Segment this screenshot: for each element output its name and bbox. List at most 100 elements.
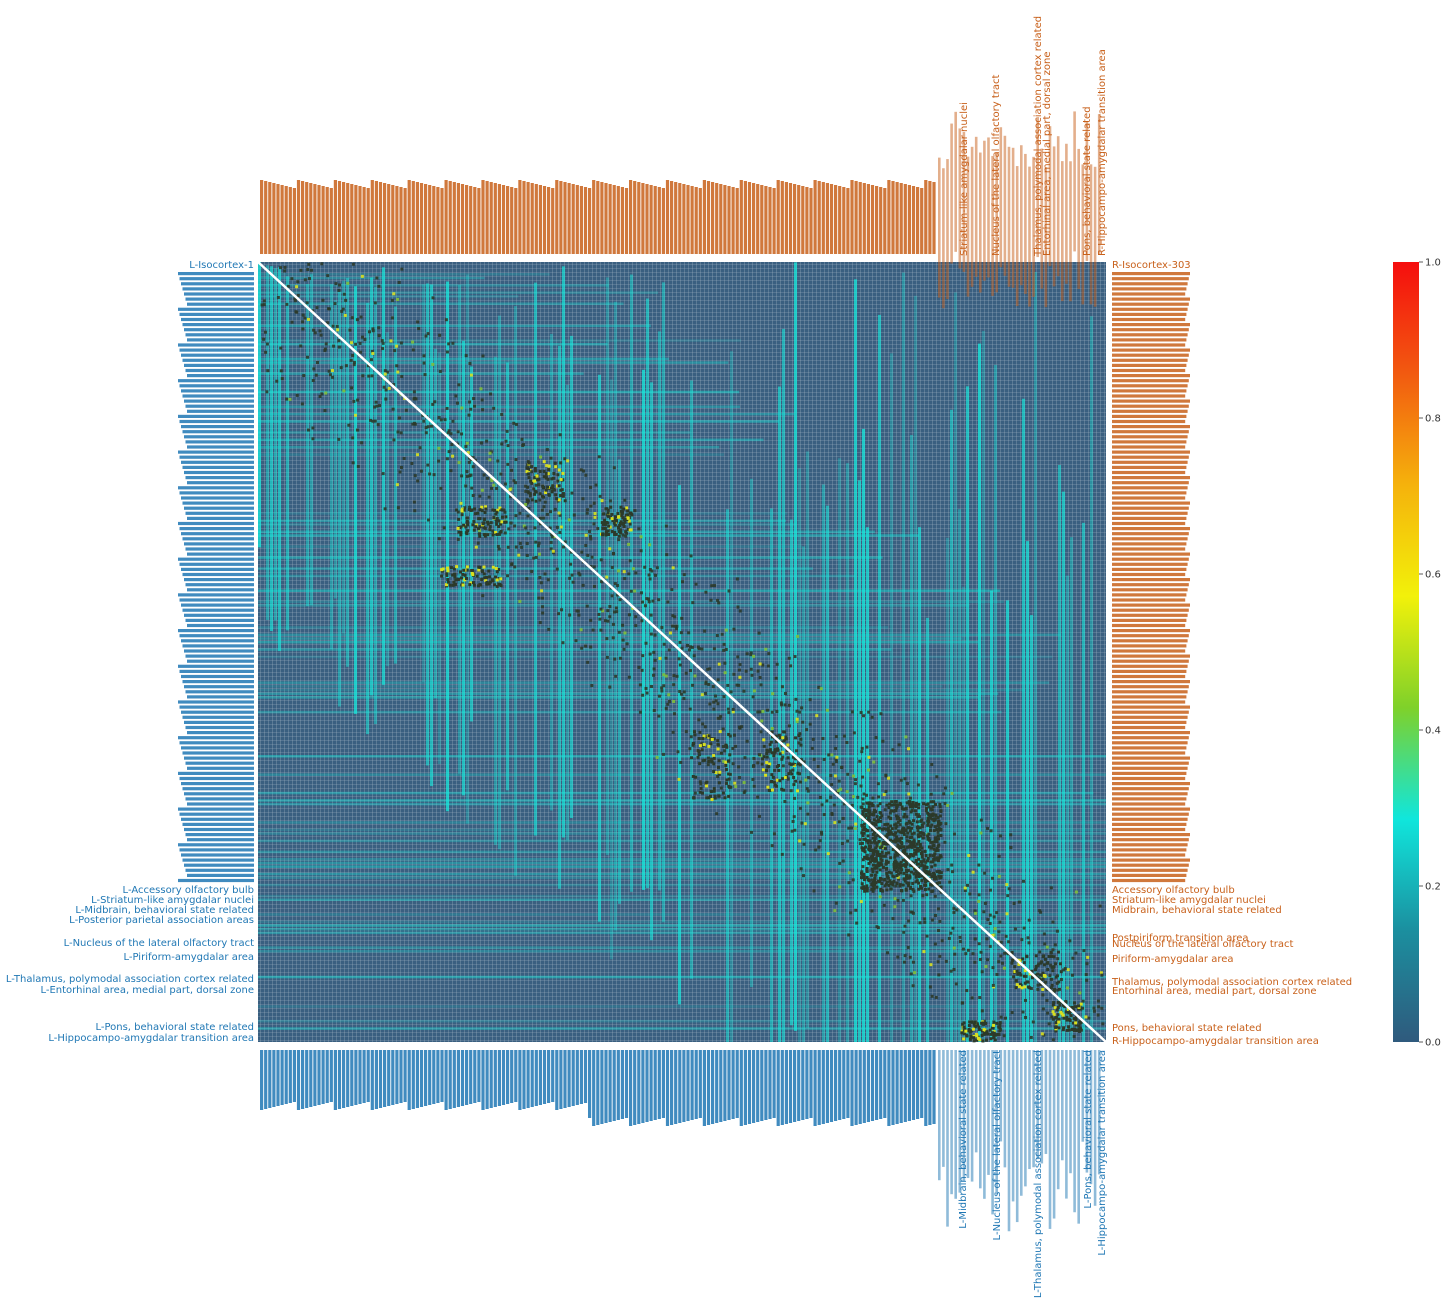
heatmap-cell xyxy=(569,562,573,566)
heatmap-cell xyxy=(482,525,486,529)
heatmap-cell xyxy=(878,802,882,806)
heatmap-cell xyxy=(644,641,648,645)
right-dense-label xyxy=(1112,680,1190,684)
heatmap-cell xyxy=(610,565,614,569)
heatmap-cell xyxy=(768,749,772,753)
right-label: Postpiriform transition area xyxy=(1112,933,1249,944)
top-dense-label xyxy=(829,184,834,254)
bottom-dense-label xyxy=(383,1050,387,1107)
heatmap-cell xyxy=(1064,1000,1068,1004)
heatmap-stripe xyxy=(258,291,659,294)
top-dense-labels xyxy=(260,111,1101,309)
heatmap-cell xyxy=(781,755,785,759)
heatmap-stripe xyxy=(1022,398,1025,1043)
bottom-dense-label xyxy=(321,1050,325,1104)
bottom-dense-label xyxy=(604,1050,608,1123)
right-dense-label xyxy=(1112,481,1189,485)
heatmap-cell xyxy=(886,826,890,830)
heatmap-cell xyxy=(1096,1013,1100,1017)
heatmap-cell xyxy=(927,887,931,891)
heatmap-cell xyxy=(923,871,927,875)
left-dense-label xyxy=(181,496,254,500)
bottom-dense-label xyxy=(301,1050,305,1109)
heatmap-stripe xyxy=(258,688,1026,692)
heatmap-cell xyxy=(927,872,931,876)
heatmap-cell xyxy=(1058,962,1062,966)
heatmap-cell xyxy=(895,881,899,885)
heatmap-cell xyxy=(928,813,932,817)
left-dense-label xyxy=(181,460,254,464)
right-dense-label xyxy=(1112,292,1186,296)
heatmap-stripe xyxy=(258,791,1094,795)
right-dense-label xyxy=(1112,435,1188,439)
top-dense-label xyxy=(987,137,990,278)
heatmap-cell xyxy=(601,526,605,530)
heatmap-cell xyxy=(1051,1003,1055,1007)
top-dense-label xyxy=(309,183,313,254)
heatmap-stripe xyxy=(330,284,333,650)
heatmap-cell xyxy=(990,1026,994,1030)
bottom-dense-label xyxy=(723,1050,727,1121)
heatmap-cell xyxy=(371,329,375,333)
heatmap-cell xyxy=(411,348,415,352)
heatmap-cell xyxy=(283,265,287,269)
heatmap-cell xyxy=(578,573,582,577)
heatmap-cell xyxy=(937,928,941,932)
top-label: Thalamus, polymodal association cortex r… xyxy=(1033,16,1044,257)
heatmap-cell xyxy=(633,509,637,513)
top-dense-label xyxy=(579,186,583,254)
top-dense-label xyxy=(604,183,608,254)
heatmap-cell xyxy=(931,860,935,864)
heatmap-cell xyxy=(668,699,672,703)
heatmap-cell xyxy=(417,327,421,331)
heatmap-cell xyxy=(1040,1032,1044,1036)
heatmap-cell xyxy=(688,707,692,711)
top-dense-label xyxy=(887,180,891,254)
heatmap-cell xyxy=(283,269,287,273)
bottom-dense-label xyxy=(588,1050,592,1118)
heatmap-cell xyxy=(1097,1005,1101,1009)
heatmap-cell xyxy=(825,708,829,712)
heatmap-cell xyxy=(877,795,881,799)
heatmap-cell xyxy=(559,478,563,482)
bottom-dense-label xyxy=(440,1050,444,1102)
heatmap-cell xyxy=(1043,957,1047,961)
heatmap-cell xyxy=(1065,1015,1069,1019)
heatmap-cell xyxy=(933,803,937,807)
heatmap-cell xyxy=(602,520,606,524)
heatmap-cell xyxy=(628,522,632,526)
heatmap-cell xyxy=(847,826,851,830)
heatmap-cell xyxy=(1055,1016,1059,1020)
heatmap-cell xyxy=(1096,999,1100,1003)
heatmap-cell xyxy=(920,879,924,883)
heatmap-cell xyxy=(989,829,993,833)
heatmap-cell xyxy=(923,887,927,891)
heatmap-cell xyxy=(926,879,930,883)
left-dense-label xyxy=(182,608,254,612)
right-dense-label xyxy=(1112,430,1189,434)
heatmap-cell xyxy=(1056,950,1060,954)
heatmap-cell xyxy=(911,911,915,915)
heatmap-cell xyxy=(936,960,940,964)
heatmap-cell xyxy=(612,521,616,525)
heatmap-cell xyxy=(806,789,810,793)
colorbar: 0.00.20.40.60.81.0 xyxy=(1393,258,1441,1049)
heatmap-cell xyxy=(874,881,878,885)
heatmap-cell xyxy=(889,887,893,891)
heatmap-cell xyxy=(920,874,924,878)
top-dense-label xyxy=(460,184,465,254)
colorbar-tick-label: 0.0 xyxy=(1425,1038,1441,1049)
heatmap-cell xyxy=(588,529,592,533)
heatmap-cell xyxy=(872,808,876,812)
heatmap-cell xyxy=(905,870,909,874)
heatmap-cell xyxy=(884,882,888,886)
top-dense-label xyxy=(813,180,817,254)
heatmap-stripe xyxy=(258,556,883,559)
heatmap-cell xyxy=(977,893,981,897)
heatmap-cell xyxy=(550,477,554,481)
heatmap-cell xyxy=(1066,968,1070,972)
colorbar-gradient xyxy=(1393,262,1419,1042)
heatmap-cell xyxy=(900,868,904,872)
heatmap-cell xyxy=(936,837,940,841)
heatmap-cell xyxy=(1015,969,1019,973)
